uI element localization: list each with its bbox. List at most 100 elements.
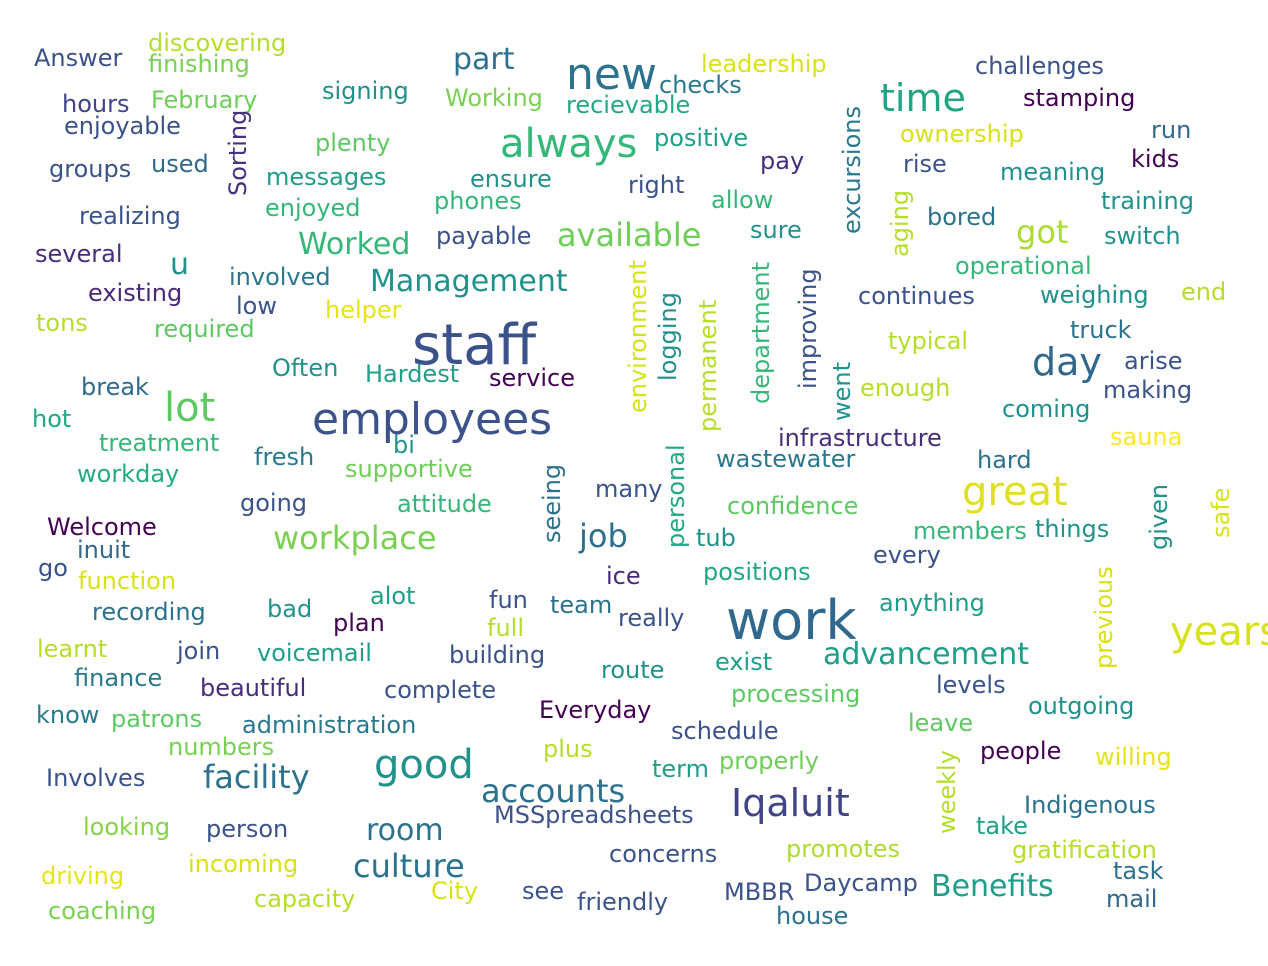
- word-finishing: finishing: [148, 50, 250, 78]
- word-see: see: [522, 877, 565, 905]
- word-realizing: realizing: [79, 202, 181, 230]
- word-ensure: ensure: [470, 165, 552, 193]
- word-phones: phones: [434, 187, 522, 215]
- word-employees: employees: [312, 394, 553, 445]
- word-seeing: seeing: [538, 463, 566, 543]
- word-weekly: weekly: [933, 750, 961, 834]
- word-everyday: Everyday: [539, 696, 652, 724]
- word-pay: pay: [760, 147, 805, 175]
- word-culture: culture: [353, 847, 465, 885]
- word-wastewater: wastewater: [716, 445, 856, 473]
- word-worked: Worked: [298, 227, 411, 262]
- word-hardest: Hardest: [365, 360, 460, 388]
- word-positive: positive: [654, 124, 749, 152]
- word-outgoing: outgoing: [1028, 692, 1135, 720]
- word-facility: facility: [203, 758, 310, 796]
- word-finance: finance: [74, 664, 163, 692]
- word-administration: administration: [242, 711, 417, 739]
- word-bad: bad: [267, 595, 313, 623]
- word-inuit: inuit: [77, 536, 131, 564]
- word-person: person: [206, 815, 289, 843]
- word-plan: plan: [333, 609, 385, 637]
- word-bi: bi: [393, 431, 415, 459]
- word-capacity: capacity: [254, 885, 356, 913]
- word-meaning: meaning: [1000, 158, 1106, 186]
- word-personal: personal: [662, 444, 690, 548]
- word-members: members: [913, 517, 1027, 545]
- word-enough: enough: [860, 374, 951, 402]
- word-continues: continues: [858, 282, 975, 310]
- word-truck: truck: [1070, 316, 1132, 344]
- word-payable: payable: [436, 222, 532, 250]
- word-messages: messages: [266, 163, 387, 191]
- word-tub: tub: [696, 524, 736, 552]
- word-signing: signing: [322, 77, 409, 105]
- word-job: job: [579, 517, 628, 555]
- word-several: several: [35, 240, 123, 268]
- word-mail: mail: [1106, 885, 1158, 913]
- word-work: work: [726, 589, 857, 652]
- word-new: new: [566, 49, 657, 100]
- word-discovering: discovering: [148, 29, 287, 57]
- word-task: task: [1113, 857, 1164, 885]
- word-anything: anything: [879, 589, 985, 617]
- word-infrastructure: infrastructure: [778, 424, 942, 452]
- word-building: building: [449, 641, 546, 669]
- word-training: training: [1101, 187, 1194, 215]
- word-great: great: [962, 469, 1068, 515]
- word-schedule: schedule: [671, 717, 779, 745]
- word-improving: improving: [794, 268, 822, 389]
- word-every: every: [873, 541, 941, 569]
- word-sorting: Sorting: [224, 109, 252, 196]
- word-arise: arise: [1124, 347, 1183, 375]
- word-indigenous: Indigenous: [1024, 791, 1156, 819]
- word-helper: helper: [325, 296, 402, 324]
- word-logging: logging: [654, 292, 682, 381]
- word-levels: levels: [936, 671, 1006, 699]
- word-learnt: learnt: [37, 635, 108, 663]
- word-service: service: [489, 364, 575, 392]
- word-safe: safe: [1207, 487, 1235, 538]
- word-hours: hours: [62, 90, 130, 118]
- word-concerns: concerns: [609, 840, 718, 868]
- word-required: required: [154, 315, 255, 343]
- word-years: years: [1170, 609, 1268, 655]
- word-join: join: [177, 637, 221, 665]
- word-benefits: Benefits: [931, 869, 1054, 904]
- word-typical: typical: [888, 327, 969, 355]
- word-go: go: [38, 554, 68, 582]
- word-recievable: recievable: [566, 91, 691, 119]
- word-excursions: excursions: [838, 106, 866, 234]
- word-coming: coming: [1002, 395, 1091, 423]
- word-involves: Involves: [46, 764, 146, 792]
- word-previous: previous: [1090, 566, 1118, 669]
- word-many: many: [595, 475, 663, 503]
- word-function: function: [78, 567, 177, 595]
- word-lot: lot: [164, 385, 216, 431]
- word-leadership: leadership: [701, 50, 827, 78]
- word-groups: groups: [49, 155, 132, 183]
- word-rise: rise: [903, 150, 947, 178]
- word-promotes: promotes: [786, 835, 900, 863]
- word-existing: existing: [88, 279, 183, 307]
- word-permanent: permanent: [694, 299, 722, 432]
- word-friendly: friendly: [577, 888, 669, 916]
- word-plus: plus: [543, 735, 593, 763]
- word-term: term: [652, 755, 709, 783]
- word-stamping: stamping: [1023, 84, 1136, 112]
- word-positions: positions: [703, 558, 811, 586]
- word-involved: involved: [229, 263, 331, 291]
- word-making: making: [1103, 376, 1193, 404]
- word-alot: alot: [370, 582, 416, 610]
- word-take: take: [976, 812, 1028, 840]
- word-day: day: [1032, 340, 1102, 384]
- word-end: end: [1181, 278, 1227, 306]
- word-u: u: [170, 247, 190, 282]
- word-beautiful: beautiful: [200, 674, 307, 702]
- word-going: going: [240, 489, 308, 517]
- word-people: people: [980, 737, 1062, 765]
- word-management: Management: [370, 264, 568, 299]
- word-voicemail: voicemail: [257, 639, 372, 667]
- word-working: Working: [445, 84, 543, 112]
